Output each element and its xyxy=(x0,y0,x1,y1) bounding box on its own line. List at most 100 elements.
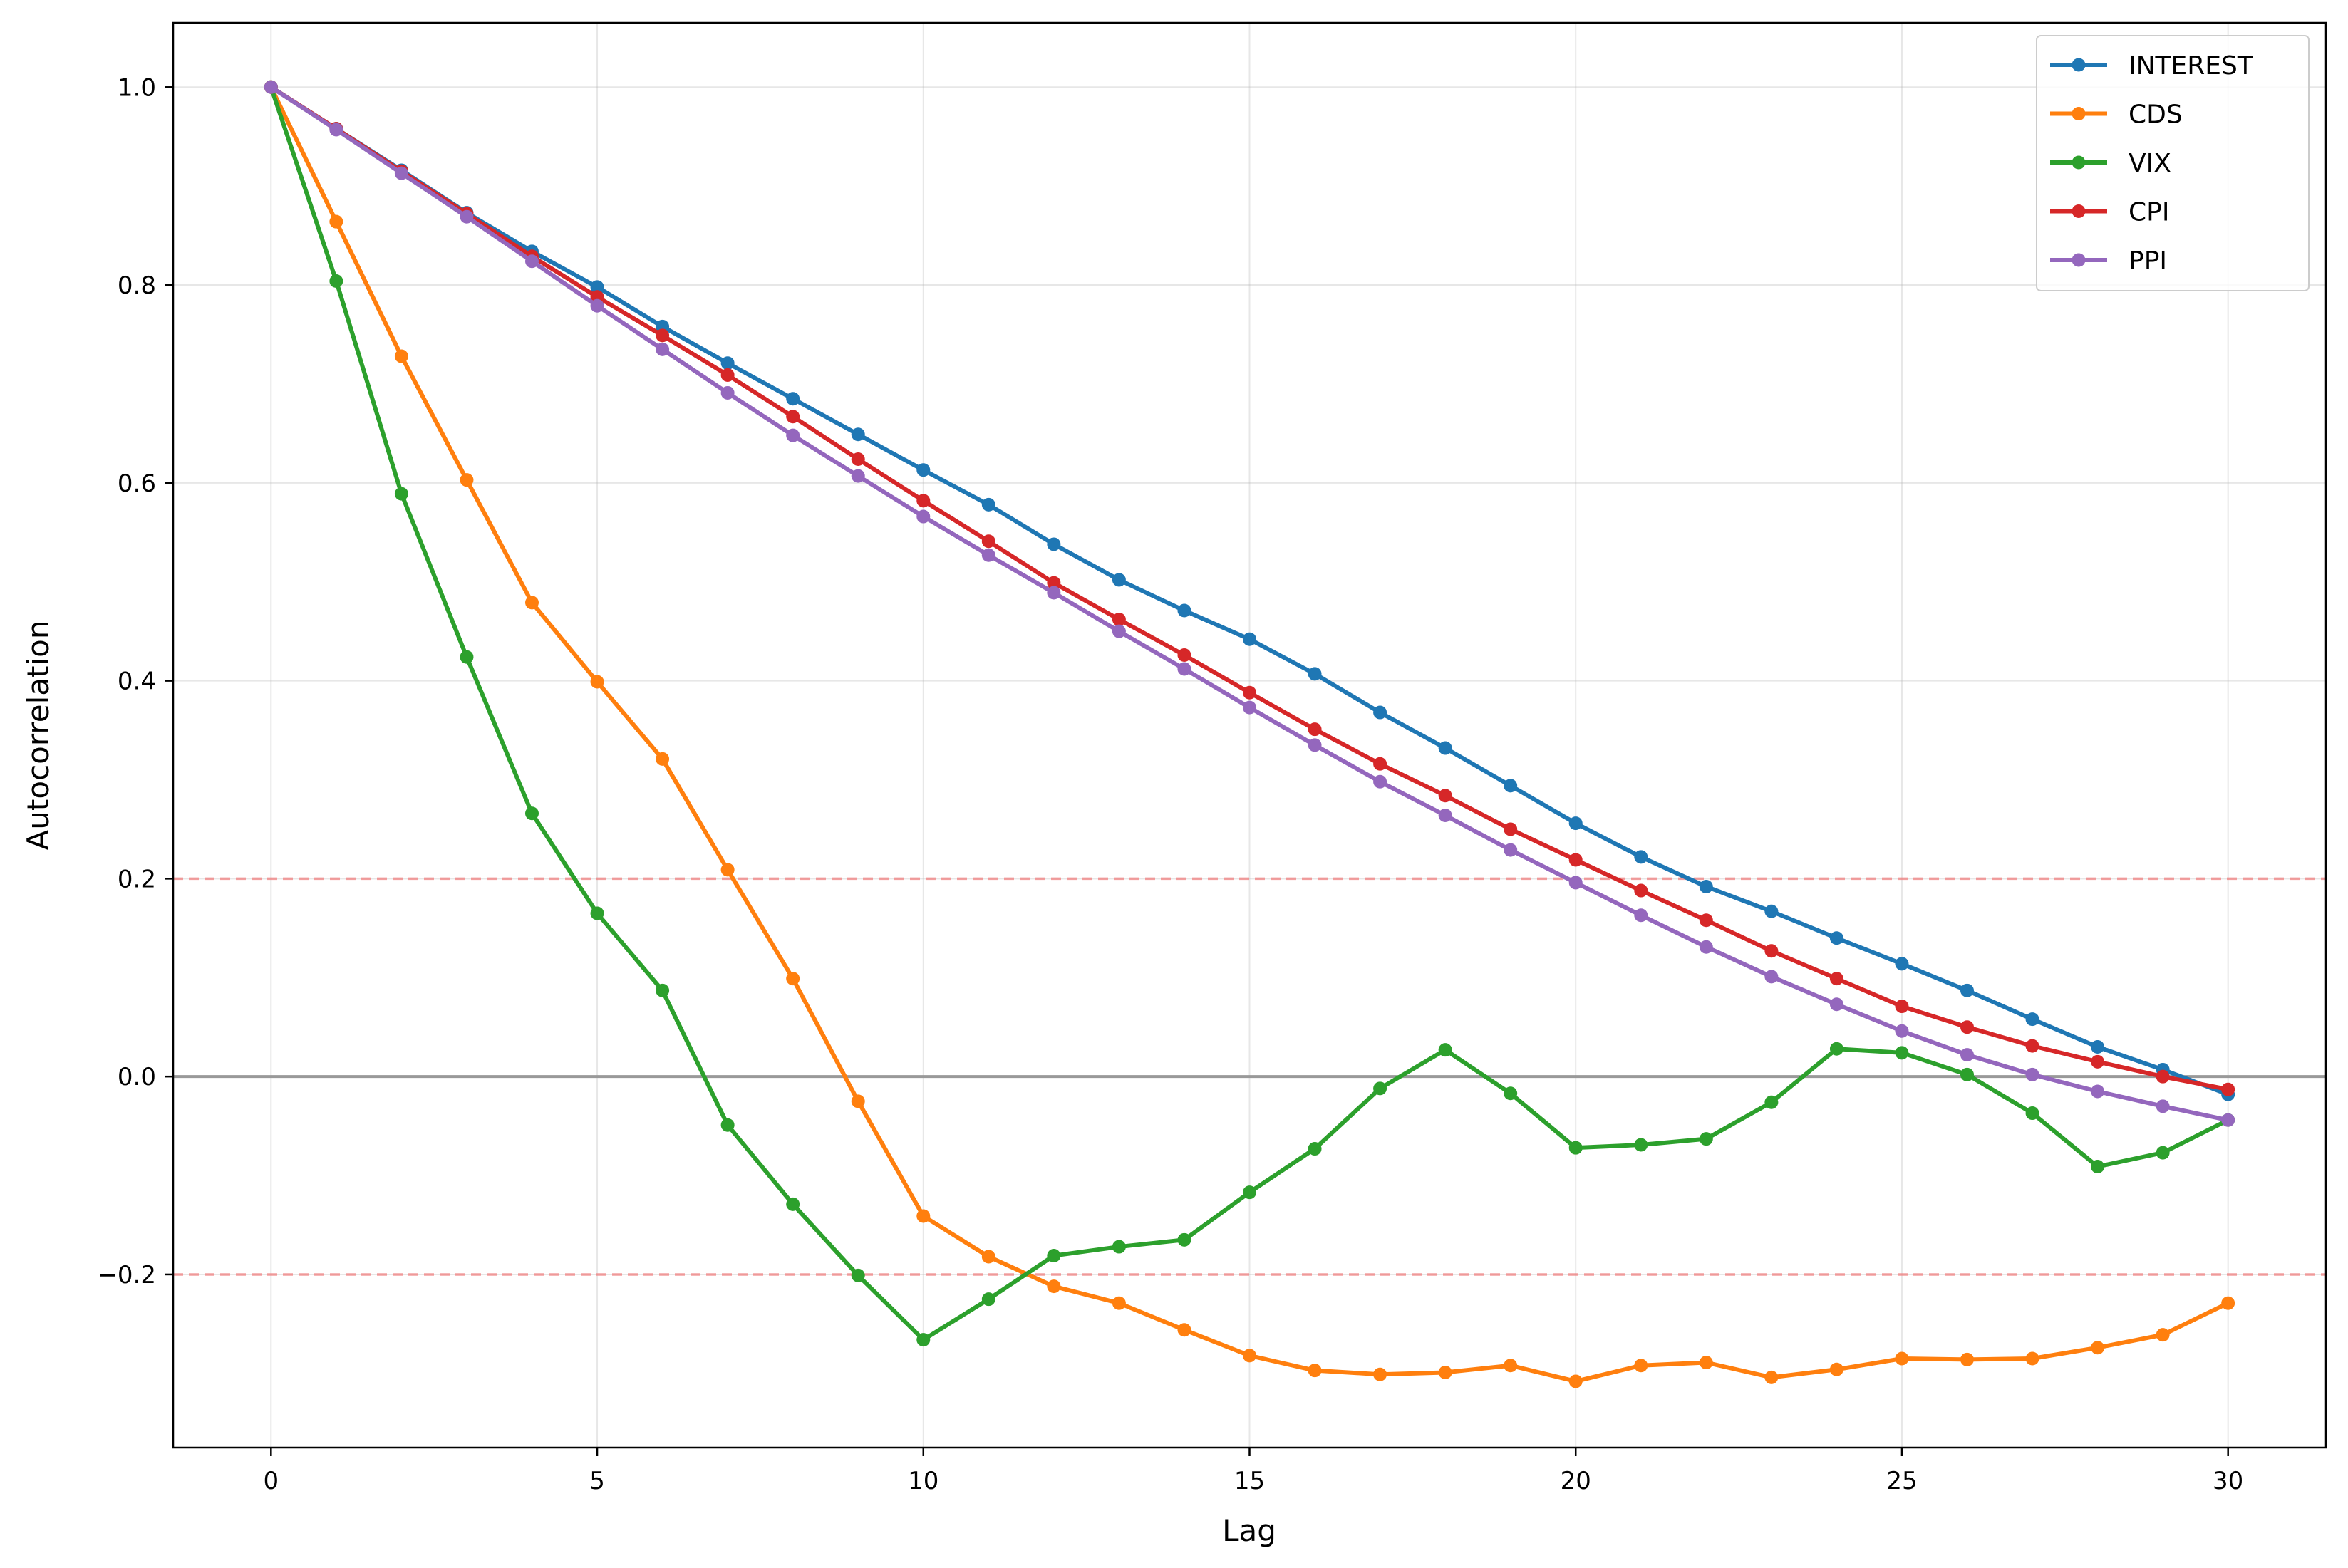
data-point xyxy=(2025,1106,2039,1121)
data-point xyxy=(1568,1374,1583,1388)
data-point xyxy=(1829,1042,1843,1056)
data-point xyxy=(460,209,474,224)
y-tick-label: 0.6 xyxy=(118,469,156,498)
data-point xyxy=(1438,789,1452,803)
data-point xyxy=(981,1250,995,1264)
data-point xyxy=(394,487,408,501)
legend-item-vix: VIX xyxy=(2050,149,2171,178)
data-point xyxy=(1438,809,1452,822)
x-tick-label: 10 xyxy=(908,1467,938,1495)
data-point xyxy=(1177,1323,1191,1337)
data-point xyxy=(329,214,343,229)
data-point xyxy=(329,123,343,137)
data-point xyxy=(720,385,735,400)
data-point xyxy=(1177,603,1191,618)
data-point xyxy=(2091,1341,2105,1355)
data-point xyxy=(2156,1146,2170,1160)
data-point xyxy=(1764,970,1779,984)
data-point xyxy=(2091,1054,2105,1069)
series-cds xyxy=(264,80,2235,1388)
data-point xyxy=(1112,624,1126,638)
data-point xyxy=(916,463,931,477)
data-point xyxy=(656,342,670,356)
data-point xyxy=(1243,1185,1256,1200)
legend-item-cds: CDS xyxy=(2050,100,2183,130)
legend-item-cpi: CPI xyxy=(2050,198,2169,227)
legend-label: CPI xyxy=(2129,198,2169,227)
data-point xyxy=(1308,722,1322,737)
data-point xyxy=(1373,705,1387,720)
data-point xyxy=(1373,1367,1387,1381)
data-point xyxy=(1829,1362,1843,1376)
data-point xyxy=(1243,685,1256,700)
data-point xyxy=(786,972,800,986)
data-point xyxy=(2025,1067,2039,1081)
data-point xyxy=(1764,1095,1779,1109)
data-point xyxy=(1960,983,1974,997)
data-point xyxy=(1243,1349,1256,1363)
data-point xyxy=(1960,1020,1974,1034)
data-point xyxy=(2091,1160,2105,1174)
y-axis-ticks: −0.2 0.0 0.2 0.4 0.6 0.8 1.0 xyxy=(97,73,173,1289)
data-point xyxy=(1829,931,1843,945)
data-point xyxy=(525,806,539,821)
y-tick-label: 0.4 xyxy=(118,668,156,696)
data-point xyxy=(2025,1039,2039,1053)
y-tick-label: 0.0 xyxy=(118,1063,156,1091)
y-tick-label: 1.0 xyxy=(118,73,156,102)
legend-swatch-marker xyxy=(2072,204,2086,218)
data-point xyxy=(1960,1048,1974,1062)
data-point xyxy=(1243,632,1256,646)
data-point xyxy=(656,752,670,766)
y-tick-label: 0.2 xyxy=(118,865,156,893)
data-point xyxy=(1373,774,1387,789)
data-point xyxy=(1373,1081,1387,1096)
legend-label: VIX xyxy=(2129,149,2171,178)
data-point xyxy=(1960,1352,1974,1366)
data-point xyxy=(1634,883,1648,898)
data-point xyxy=(1960,1067,1974,1081)
data-point xyxy=(525,596,539,610)
data-point xyxy=(1895,1024,1909,1038)
data-point xyxy=(1895,957,1909,971)
data-point xyxy=(1829,972,1843,986)
data-point xyxy=(1308,1142,1322,1156)
x-axis-label: Lag xyxy=(1222,1513,1276,1548)
data-point xyxy=(916,1333,931,1347)
data-point xyxy=(1699,1132,1713,1146)
data-point xyxy=(1568,1141,1583,1155)
data-point xyxy=(1568,816,1583,831)
data-point xyxy=(1504,779,1518,793)
data-point xyxy=(851,427,865,442)
data-point xyxy=(1373,757,1387,771)
data-point xyxy=(2025,1351,2039,1366)
data-point xyxy=(1634,908,1648,923)
data-point xyxy=(2091,1040,2105,1054)
data-point xyxy=(1047,1279,1061,1294)
data-point xyxy=(1047,576,1061,590)
data-point xyxy=(1895,1046,1909,1060)
x-tick-label: 5 xyxy=(589,1467,605,1495)
data-point xyxy=(264,80,278,94)
data-point xyxy=(1634,1138,1648,1152)
data-point xyxy=(1699,940,1713,954)
data-point xyxy=(590,280,604,294)
data-point xyxy=(2221,1296,2235,1310)
data-point xyxy=(1699,913,1713,928)
data-point xyxy=(590,906,604,920)
legend-swatch-marker xyxy=(2072,253,2086,267)
data-point xyxy=(1177,662,1191,676)
data-point xyxy=(1504,822,1518,836)
data-point xyxy=(1829,997,1843,1012)
data-point xyxy=(1764,904,1779,918)
data-point xyxy=(460,650,474,664)
data-point xyxy=(851,469,865,483)
data-point xyxy=(394,349,408,363)
x-tick-label: 15 xyxy=(1234,1467,1265,1495)
data-point xyxy=(1699,880,1713,893)
data-point xyxy=(1112,573,1126,587)
data-point xyxy=(1112,1240,1126,1254)
data-point xyxy=(851,452,865,466)
legend-label: INTEREST xyxy=(2129,51,2254,81)
